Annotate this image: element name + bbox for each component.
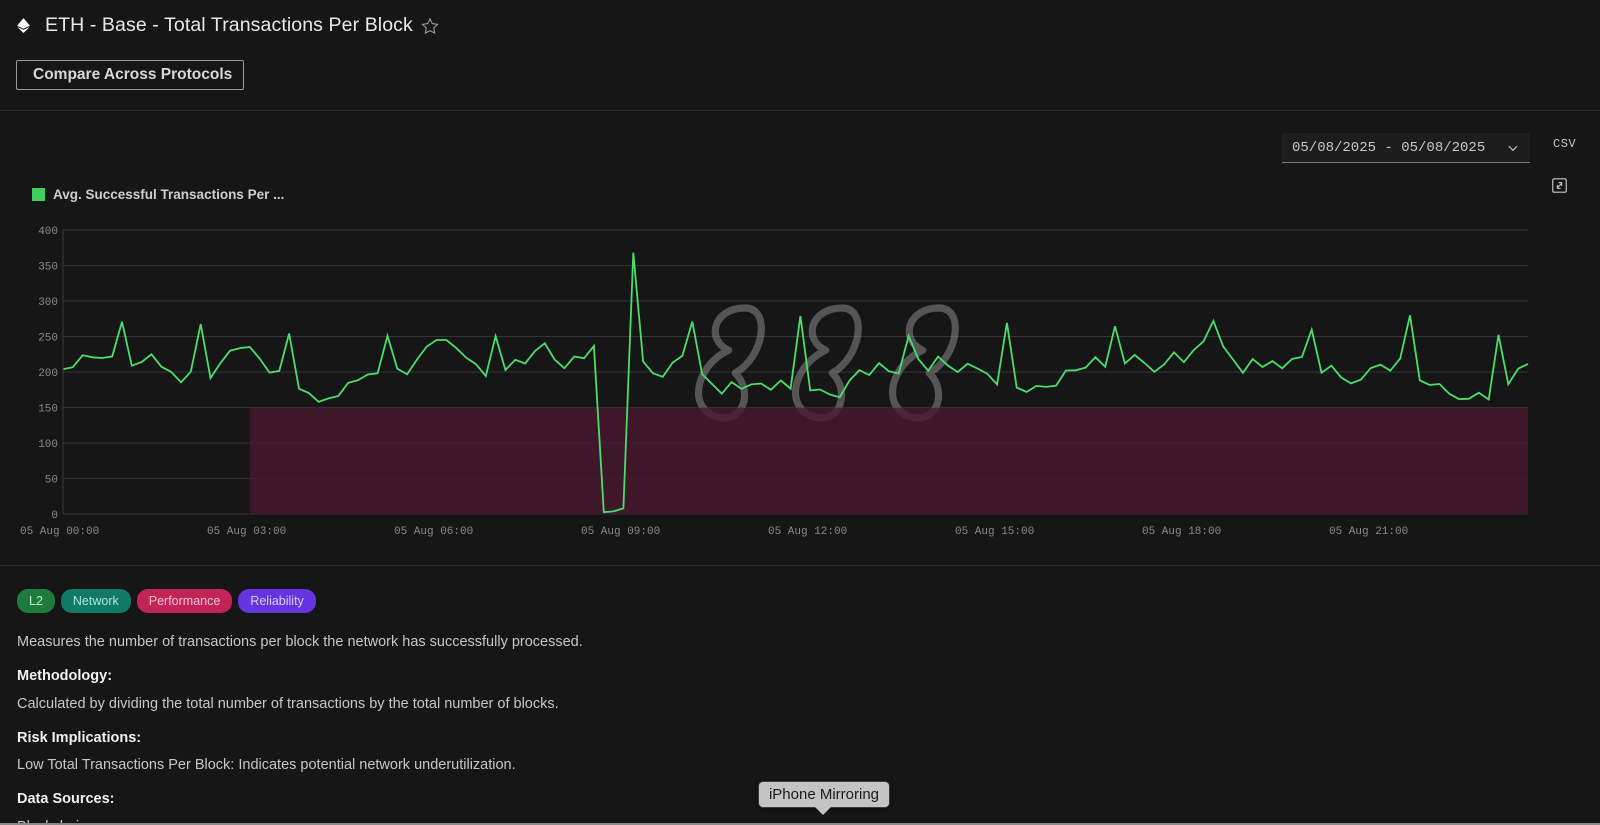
svg-text:300: 300 [38,297,58,309]
svg-text:05 Aug 18:00: 05 Aug 18:00 [1142,526,1221,538]
svg-text:100: 100 [38,439,58,451]
svg-text:0: 0 [51,510,58,522]
svg-text:05 Aug 06:00: 05 Aug 06:00 [394,526,473,538]
svg-text:05 Aug 12:00: 05 Aug 12:00 [768,526,847,538]
svg-text:250: 250 [38,333,58,345]
svg-text:400: 400 [38,226,58,238]
svg-text:05 Aug 00:00: 05 Aug 00:00 [20,526,99,538]
svg-text:350: 350 [38,262,58,274]
svg-text:200: 200 [38,368,58,380]
svg-text:05 Aug 03:00: 05 Aug 03:00 [207,526,286,538]
svg-text:05 Aug 15:00: 05 Aug 15:00 [955,526,1034,538]
svg-text:05 Aug 09:00: 05 Aug 09:00 [581,526,660,538]
svg-text:50: 50 [45,475,58,487]
svg-text:05 Aug 21:00: 05 Aug 21:00 [1329,526,1408,538]
svg-text:150: 150 [38,404,58,416]
